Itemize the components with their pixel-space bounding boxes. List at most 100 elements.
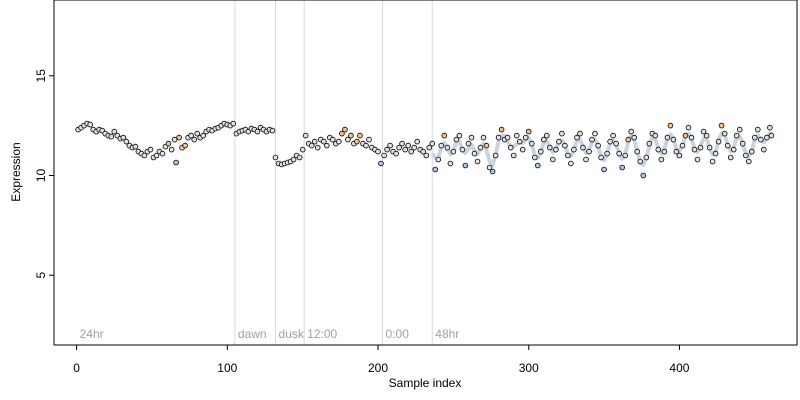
- data-point: [408, 148, 415, 155]
- data-point: [664, 134, 671, 141]
- data-point: [525, 128, 532, 135]
- data-point: [640, 172, 647, 179]
- data-point: [537, 148, 544, 155]
- data-point: [540, 136, 547, 143]
- data-point: [643, 154, 650, 161]
- data-point: [697, 144, 704, 151]
- data-point: [420, 148, 427, 155]
- data-point: [568, 160, 574, 167]
- data-point: [546, 144, 553, 151]
- data-point: [613, 140, 619, 147]
- data-point: [176, 134, 182, 141]
- data-point: [329, 136, 336, 143]
- data-point: [320, 138, 327, 145]
- x-axis-title: Sample index: [389, 376, 462, 390]
- data-point: [230, 120, 237, 127]
- data-point: [694, 156, 701, 163]
- data-point: [441, 132, 448, 139]
- data-point: [721, 130, 728, 137]
- data-point: [159, 150, 166, 157]
- data-point: [748, 148, 755, 155]
- data-point: [658, 156, 665, 163]
- data-point: [302, 132, 309, 139]
- phase-marker-layer: 24hr dawn dusk 12:00 0:00 48hr: [80, 0, 459, 345]
- data-points-layer: [75, 120, 775, 179]
- phase-label: dawn: [238, 327, 267, 341]
- data-point: [489, 168, 496, 175]
- data-point: [357, 132, 363, 139]
- data-point: [586, 148, 592, 155]
- data-point: [667, 122, 674, 129]
- data-point: [631, 134, 637, 141]
- data-point: [120, 134, 127, 141]
- data-point: [764, 134, 770, 141]
- data-point: [531, 154, 538, 161]
- data-point: [447, 160, 454, 167]
- data-point: [188, 132, 194, 139]
- data-point: [565, 152, 571, 159]
- data-point: [191, 136, 198, 143]
- data-point: [432, 166, 439, 173]
- data-point: [712, 150, 719, 157]
- data-point: [580, 144, 586, 151]
- data-point: [339, 130, 345, 137]
- data-point: [272, 154, 279, 161]
- data-point: [423, 152, 430, 159]
- data-point: [519, 146, 526, 153]
- data-point: [456, 132, 463, 139]
- y-tick-label: 15: [34, 69, 48, 83]
- data-point: [571, 146, 577, 153]
- data-point: [625, 136, 631, 143]
- data-point: [553, 146, 559, 153]
- data-point: [444, 144, 451, 151]
- data-point: [727, 154, 734, 161]
- data-point: [679, 142, 686, 149]
- data-point: [308, 142, 315, 149]
- data-point: [168, 146, 175, 153]
- data-point: [345, 136, 351, 143]
- phase-label: dusk: [279, 327, 305, 341]
- data-point: [314, 144, 321, 151]
- data-point: [296, 154, 303, 161]
- data-point: [171, 136, 178, 143]
- data-point: [559, 130, 565, 137]
- data-point: [387, 142, 393, 149]
- phase-label: 12:00: [307, 327, 337, 341]
- phase-label: 48hr: [435, 327, 459, 341]
- data-point: [592, 130, 598, 137]
- data-point: [634, 148, 640, 155]
- data-point: [477, 144, 484, 151]
- data-point: [676, 152, 683, 159]
- data-point: [399, 140, 405, 147]
- data-point: [652, 132, 659, 139]
- data-point: [610, 132, 616, 139]
- data-point: [453, 136, 460, 143]
- data-point: [616, 150, 622, 157]
- x-tick-label: 400: [669, 361, 689, 375]
- data-point: [637, 158, 644, 165]
- data-point: [556, 138, 562, 145]
- data-point: [754, 126, 761, 133]
- y-axis-title: Expression: [9, 142, 23, 201]
- y-tick-label: 10: [34, 169, 48, 183]
- data-point: [622, 152, 628, 159]
- data-point: [108, 133, 115, 140]
- data-point: [450, 148, 457, 155]
- data-point: [111, 128, 118, 135]
- data-point: [254, 128, 261, 135]
- x-tick-label: 200: [368, 361, 388, 375]
- data-point: [534, 162, 541, 169]
- x-tick-label: 0: [73, 361, 80, 375]
- data-point: [378, 160, 384, 167]
- data-point: [335, 138, 342, 145]
- x-tick-label: 300: [519, 361, 539, 375]
- plot-frame: [53, 0, 798, 346]
- x-tick-label: 100: [217, 361, 237, 375]
- data-point: [601, 166, 607, 173]
- phase-label: 0:00: [386, 327, 410, 341]
- data-point: [402, 146, 409, 153]
- data-point: [366, 136, 372, 143]
- data-point: [299, 146, 306, 153]
- data-point: [504, 134, 511, 141]
- data-point: [574, 134, 580, 141]
